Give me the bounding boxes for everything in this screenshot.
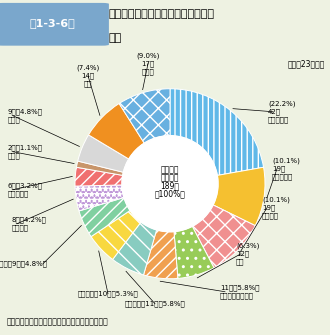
FancyBboxPatch shape [0,3,109,46]
Text: 12件: 12件 [236,251,249,257]
Text: その他: その他 [8,116,21,123]
Circle shape [122,136,218,232]
Text: 静電気火花: 静電気火花 [268,116,289,123]
Text: 19件: 19件 [262,204,275,211]
Text: 裸火: 裸火 [236,258,245,265]
Text: 第1-3-6図: 第1-3-6図 [30,18,76,28]
Text: 14件: 14件 [82,72,95,79]
Text: 危険物施設における火災事故の着火: 危険物施設における火災事故の着火 [109,9,215,19]
Wedge shape [77,161,123,176]
Text: 2件（1.1%）: 2件（1.1%） [8,145,43,151]
Text: (9.0%): (9.0%) [136,53,160,60]
Wedge shape [119,89,170,143]
Text: 9件（4.8%）: 9件（4.8%） [8,109,43,115]
Wedge shape [113,222,157,275]
Text: 化学反応熱: 化学反応熱 [8,190,29,197]
Text: （平成23年中）: （平成23年中） [288,60,325,69]
Text: (6.3%): (6.3%) [236,243,259,250]
Text: 42件: 42件 [268,109,281,115]
Wedge shape [79,198,130,237]
Text: 17件: 17件 [141,60,155,67]
Text: 発生総数: 発生総数 [161,173,179,182]
Text: 19件: 19件 [272,165,285,172]
Text: （100%）: （100%） [154,189,185,198]
Wedge shape [170,89,264,176]
Text: 過熱着火: 過熱着火 [262,212,279,218]
Text: 原因: 原因 [109,33,122,43]
Text: 不明: 不明 [84,80,92,86]
Text: (22.2%): (22.2%) [268,101,295,108]
Wedge shape [78,135,129,172]
Text: (7.4%): (7.4%) [76,65,100,71]
Wedge shape [75,167,123,186]
Wedge shape [213,167,265,226]
Text: 189件: 189件 [160,181,180,190]
Text: 溶接・溶断等火花: 溶接・溶断等火花 [220,292,254,299]
Wedge shape [144,230,178,279]
Text: 火災事故: 火災事故 [161,165,179,174]
Text: 6件（3.2%）: 6件（3.2%） [8,183,43,189]
Wedge shape [88,104,144,159]
Text: 高温表面熱: 高温表面熱 [272,173,293,180]
Text: 調査中: 調査中 [142,68,154,75]
Text: 電気火花　10件（5.3%）: 電気火花 10件（5.3%） [78,290,138,297]
Wedge shape [75,185,124,211]
Wedge shape [91,210,141,260]
Text: 放射熱: 放射熱 [8,152,21,159]
Text: 11件（5.8%）: 11件（5.8%） [220,285,259,291]
Text: (10.1%): (10.1%) [272,158,300,164]
Text: 自然発熱: 自然発熱 [12,224,29,231]
Text: 摩擦熱　9件（4.8%）: 摩擦熱 9件（4.8%） [0,260,48,267]
Text: （備考）　「危険物に係る事故報告」により作成: （備考） 「危険物に係る事故報告」により作成 [7,318,108,327]
Text: (10.1%): (10.1%) [262,197,290,203]
Wedge shape [192,205,255,268]
Wedge shape [174,226,214,278]
Text: 衝撃火花　11件（5.8%）: 衝撃火花 11件（5.8%） [125,300,185,307]
Text: 8件（4.2%）: 8件（4.2%） [12,217,47,223]
